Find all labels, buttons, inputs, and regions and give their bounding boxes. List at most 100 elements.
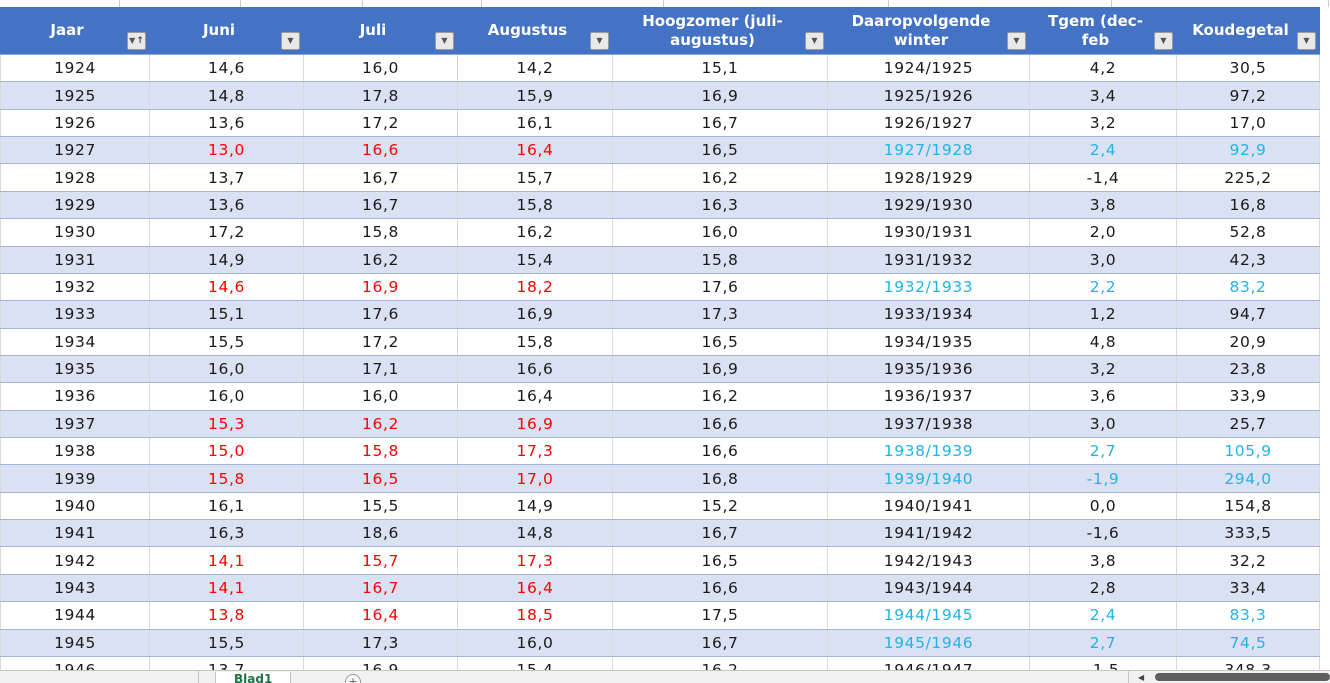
table-cell-juni[interactable]: 13,7 (150, 164, 304, 191)
header-cell-winter[interactable]: Daaropvolgende winter ▼ (828, 7, 1030, 54)
table-cell-augustus[interactable]: 15,4 (458, 246, 613, 273)
table-cell-juli[interactable]: 16,2 (304, 246, 458, 273)
table-cell-koudegetal[interactable]: 333,5 (1177, 520, 1320, 547)
table-cell-augustus[interactable]: 15,8 (458, 328, 613, 355)
table-cell-juli[interactable]: 16,4 (304, 602, 458, 629)
table-cell-augustus[interactable]: 15,9 (458, 82, 613, 109)
table-cell-tgem[interactable]: 3,8 (1030, 191, 1177, 219)
table-cell-juli[interactable]: 16,6 (304, 137, 458, 164)
table-cell-jaar[interactable]: 1930 (0, 219, 150, 246)
table-cell-hoogzomer[interactable]: 16,8 (613, 465, 828, 492)
table-cell-koudegetal[interactable]: 94,7 (1177, 301, 1320, 328)
table-cell-winter[interactable]: 1944/1945 (828, 602, 1030, 629)
table-cell-tgem[interactable]: 3,2 (1030, 109, 1177, 137)
table-cell-hoogzomer[interactable]: 16,6 (613, 410, 828, 438)
table-cell-juni[interactable]: 15,5 (150, 629, 304, 656)
table-cell-jaar[interactable]: 1943 (0, 574, 150, 602)
table-cell-winter[interactable]: 1937/1938 (828, 410, 1030, 438)
table-cell-tgem[interactable]: 0,0 (1030, 492, 1177, 520)
table-cell-hoogzomer[interactable]: 17,3 (613, 301, 828, 328)
table-cell-augustus[interactable]: 16,1 (458, 109, 613, 137)
filter-button-winter[interactable]: ▼ (1007, 32, 1026, 50)
table-cell-juni[interactable]: 13,0 (150, 137, 304, 164)
table-cell-augustus[interactable]: 18,2 (458, 273, 613, 301)
table-cell-koudegetal[interactable]: 17,0 (1177, 109, 1320, 137)
table-cell-jaar[interactable]: 1932 (0, 273, 150, 301)
table-cell-jaar[interactable]: 1926 (0, 109, 150, 137)
table-cell-juni[interactable]: 14,1 (150, 574, 304, 602)
table-cell-augustus[interactable]: 16,9 (458, 410, 613, 438)
header-cell-hoogzomer[interactable]: Hoogzomer (juli-augustus) ▼ (613, 7, 828, 54)
table-cell-juni[interactable]: 16,0 (150, 383, 304, 410)
table-cell-tgem[interactable]: 3,0 (1030, 410, 1177, 438)
table-cell-augustus[interactable]: 15,8 (458, 191, 613, 219)
table-cell-hoogzomer[interactable]: 16,5 (613, 137, 828, 164)
filter-button-tgem[interactable]: ▼ (1154, 32, 1173, 50)
table-cell-juli[interactable]: 16,0 (304, 383, 458, 410)
table-cell-juli[interactable]: 15,7 (304, 547, 458, 574)
table-cell-tgem[interactable]: 2,4 (1030, 137, 1177, 164)
filter-button-hoogzomer[interactable]: ▼ (805, 32, 824, 50)
table-cell-tgem[interactable]: -1,9 (1030, 465, 1177, 492)
table-cell-winter[interactable]: 1939/1940 (828, 465, 1030, 492)
table-cell-koudegetal[interactable]: 74,5 (1177, 629, 1320, 656)
table-cell-juli[interactable]: 17,6 (304, 301, 458, 328)
table-cell-jaar[interactable]: 1933 (0, 301, 150, 328)
table-cell-koudegetal[interactable]: 52,8 (1177, 219, 1320, 246)
table-cell-juni[interactable]: 15,8 (150, 465, 304, 492)
sheet-tab-blad1[interactable]: Blad1 (215, 672, 292, 683)
table-cell-koudegetal[interactable]: 294,0 (1177, 465, 1320, 492)
table-cell-jaar[interactable]: 1928 (0, 164, 150, 191)
table-cell-koudegetal[interactable]: 97,2 (1177, 82, 1320, 109)
table-cell-juli[interactable]: 16,5 (304, 465, 458, 492)
table-cell-juni[interactable]: 16,3 (150, 520, 304, 547)
table-cell-juli[interactable]: 16,0 (304, 55, 458, 82)
table-cell-hoogzomer[interactable]: 16,6 (613, 574, 828, 602)
table-cell-tgem[interactable]: 3,0 (1030, 246, 1177, 273)
table-cell-winter[interactable]: 1924/1925 (828, 55, 1030, 82)
table-cell-koudegetal[interactable]: 105,9 (1177, 438, 1320, 465)
table-cell-koudegetal[interactable]: 225,2 (1177, 164, 1320, 191)
table-cell-tgem[interactable]: 3,6 (1030, 383, 1177, 410)
table-cell-hoogzomer[interactable]: 16,7 (613, 520, 828, 547)
table-cell-winter[interactable]: 1929/1930 (828, 191, 1030, 219)
table-cell-winter[interactable]: 1933/1934 (828, 301, 1030, 328)
table-cell-koudegetal[interactable]: 16,8 (1177, 191, 1320, 219)
table-cell-augustus[interactable]: 16,4 (458, 383, 613, 410)
table-cell-augustus[interactable]: 16,4 (458, 574, 613, 602)
table-cell-jaar[interactable]: 1937 (0, 410, 150, 438)
table-cell-juli[interactable]: 16,2 (304, 410, 458, 438)
table-cell-tgem[interactable]: 3,2 (1030, 355, 1177, 383)
table-cell-winter[interactable]: 1943/1944 (828, 574, 1030, 602)
table-cell-winter[interactable]: 1935/1936 (828, 355, 1030, 383)
table-cell-tgem[interactable]: 4,2 (1030, 55, 1177, 82)
table-cell-juni[interactable]: 13,6 (150, 191, 304, 219)
table-cell-hoogzomer[interactable]: 16,7 (613, 629, 828, 656)
table-cell-jaar[interactable]: 1929 (0, 191, 150, 219)
table-cell-jaar[interactable]: 1924 (0, 55, 150, 82)
table-cell-juli[interactable]: 15,5 (304, 492, 458, 520)
table-cell-winter[interactable]: 1940/1941 (828, 492, 1030, 520)
table-cell-augustus[interactable]: 18,5 (458, 602, 613, 629)
table-cell-hoogzomer[interactable]: 16,3 (613, 191, 828, 219)
table-cell-hoogzomer[interactable]: 15,1 (613, 55, 828, 82)
table-cell-winter[interactable]: 1934/1935 (828, 328, 1030, 355)
table-cell-juli[interactable]: 15,8 (304, 438, 458, 465)
table-cell-jaar[interactable]: 1931 (0, 246, 150, 273)
table-cell-augustus[interactable]: 14,8 (458, 520, 613, 547)
table-cell-winter[interactable]: 1925/1926 (828, 82, 1030, 109)
table-cell-augustus[interactable]: 16,0 (458, 629, 613, 656)
table-cell-juni[interactable]: 15,5 (150, 328, 304, 355)
table-cell-hoogzomer[interactable]: 16,2 (613, 164, 828, 191)
table-cell-augustus[interactable]: 16,9 (458, 301, 613, 328)
table-cell-hoogzomer[interactable]: 16,5 (613, 328, 828, 355)
table-cell-hoogzomer[interactable]: 15,8 (613, 246, 828, 273)
filter-button-juni[interactable]: ▼ (281, 32, 300, 50)
table-cell-winter[interactable]: 1942/1943 (828, 547, 1030, 574)
table-cell-augustus[interactable]: 16,2 (458, 219, 613, 246)
table-cell-juli[interactable]: 17,1 (304, 355, 458, 383)
table-cell-tgem[interactable]: 2,7 (1030, 629, 1177, 656)
table-cell-juni[interactable]: 14,1 (150, 547, 304, 574)
header-cell-juni[interactable]: Juni ▼ (150, 7, 304, 54)
table-cell-koudegetal[interactable]: 33,4 (1177, 574, 1320, 602)
